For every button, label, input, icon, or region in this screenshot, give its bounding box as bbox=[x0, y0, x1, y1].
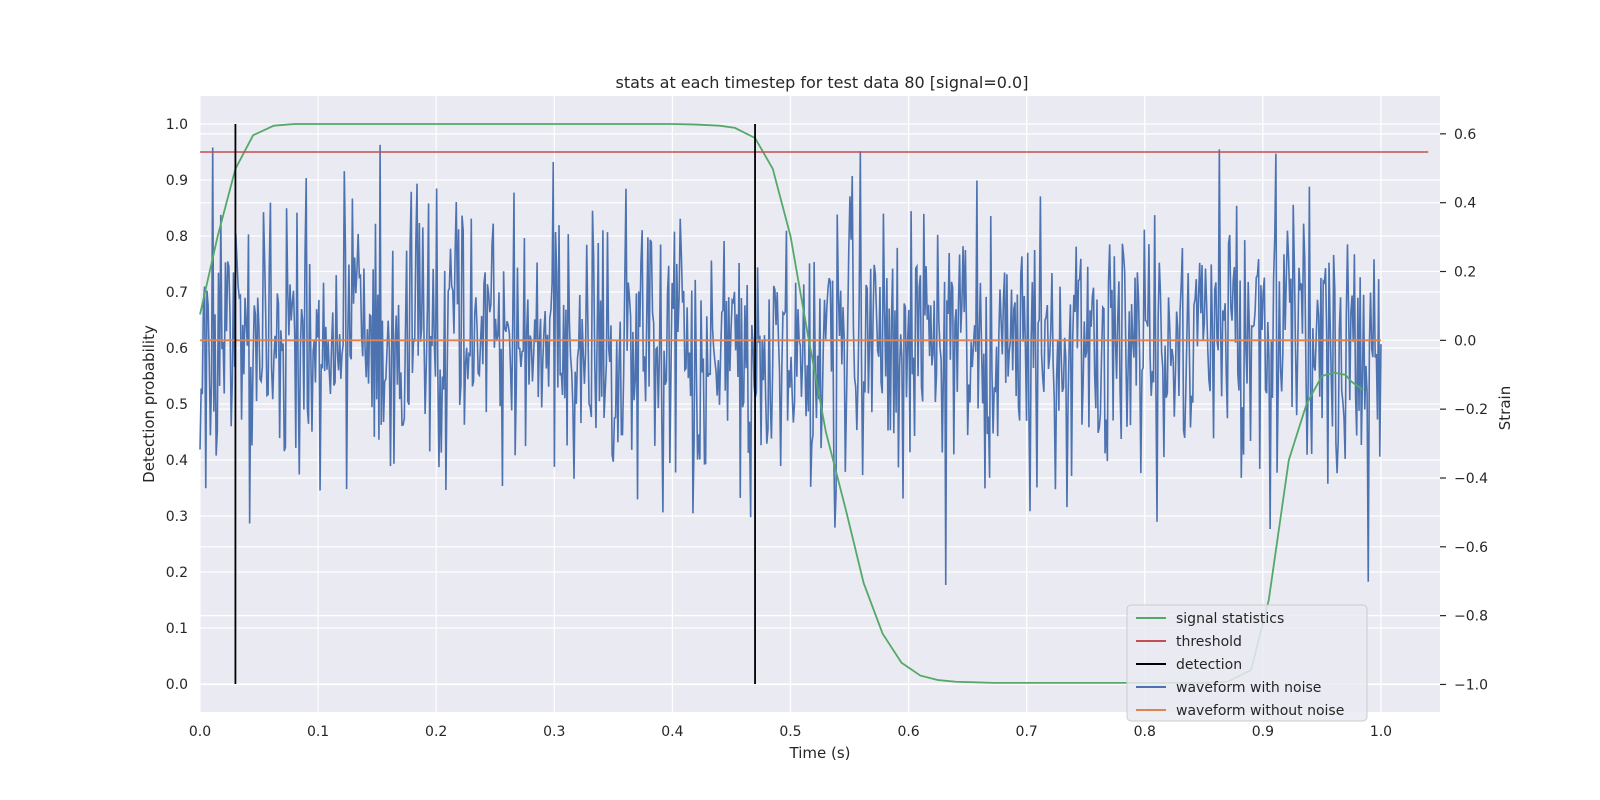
chart-title: stats at each timestep for test data 80 … bbox=[616, 73, 1029, 92]
y2-tick-label: −1.0 bbox=[1454, 677, 1488, 693]
y-axis-label: Detection probability bbox=[140, 325, 158, 483]
y2-tick-label: 0.2 bbox=[1454, 265, 1476, 281]
x-axis-label: Time (s) bbox=[789, 744, 851, 762]
y-tick-label: 0.9 bbox=[166, 173, 188, 189]
y2-tick-label: −0.4 bbox=[1454, 471, 1488, 487]
legend-label: waveform with noise bbox=[1176, 680, 1321, 696]
y-tick-label: 0.2 bbox=[166, 565, 188, 581]
x-tick-label: 0.1 bbox=[307, 724, 329, 740]
y2-tick-label: −0.8 bbox=[1454, 609, 1488, 625]
y-tick-label: 1.0 bbox=[166, 117, 188, 133]
legend: signal statistics threshold detection wavef… bbox=[1126, 604, 1368, 722]
y-tick-label: 0.8 bbox=[166, 229, 188, 245]
y2-tick-label: 0.6 bbox=[1454, 127, 1476, 143]
x-tick-label: 0.6 bbox=[897, 724, 919, 740]
y-tick-label: 0.5 bbox=[166, 397, 188, 413]
x-tick-label: 0.2 bbox=[425, 724, 447, 740]
series-waveform-with-noise bbox=[199, 144, 1382, 586]
y2-tick-label: −0.2 bbox=[1454, 402, 1488, 418]
y2-tick-label: −0.6 bbox=[1454, 540, 1488, 556]
y2-axis-ticks: −1.0 −0.8 −0.6 −0.4 −0.2 0.0 0.2 0.4 0.6 bbox=[1440, 127, 1488, 693]
x-tick-label: 0.5 bbox=[779, 724, 801, 740]
detection-layer bbox=[234, 124, 756, 684]
legend-label: detection bbox=[1176, 657, 1242, 673]
y-tick-label: 0.3 bbox=[166, 509, 188, 525]
legend-label: threshold bbox=[1176, 634, 1242, 650]
x-tick-label: 0.4 bbox=[661, 724, 683, 740]
x-tick-label: 0.0 bbox=[189, 724, 211, 740]
x-tick-label: 0.9 bbox=[1252, 724, 1274, 740]
waveform-with-noise-layer bbox=[199, 144, 1382, 586]
y2-axis-label: Strain bbox=[1496, 386, 1514, 430]
legend-label: waveform without noise bbox=[1176, 703, 1344, 719]
x-axis-ticks: 0.0 0.1 0.2 0.3 0.4 0.5 0.6 0.7 0.8 0.9 1.0 bbox=[189, 724, 1392, 740]
y-tick-label: 0.0 bbox=[166, 677, 188, 693]
y-axis-ticks: 0.0 0.1 0.2 0.3 0.4 0.5 0.6 0.7 0.8 0.9 1.0 bbox=[166, 117, 188, 693]
y2-tick-label: 0.4 bbox=[1454, 196, 1476, 212]
y2-tick-label: 0.0 bbox=[1454, 333, 1476, 349]
x-tick-label: 0.8 bbox=[1134, 724, 1156, 740]
y-tick-label: 0.1 bbox=[166, 621, 188, 637]
y-tick-label: 0.4 bbox=[166, 453, 188, 469]
legend-label: signal statistics bbox=[1176, 611, 1284, 627]
x-tick-label: 0.3 bbox=[543, 724, 565, 740]
y-tick-label: 0.7 bbox=[166, 285, 188, 301]
x-tick-label: 1.0 bbox=[1370, 724, 1392, 740]
y-tick-label: 0.6 bbox=[166, 341, 188, 357]
x-tick-label: 0.7 bbox=[1016, 724, 1038, 740]
legend-box bbox=[1126, 604, 1368, 722]
